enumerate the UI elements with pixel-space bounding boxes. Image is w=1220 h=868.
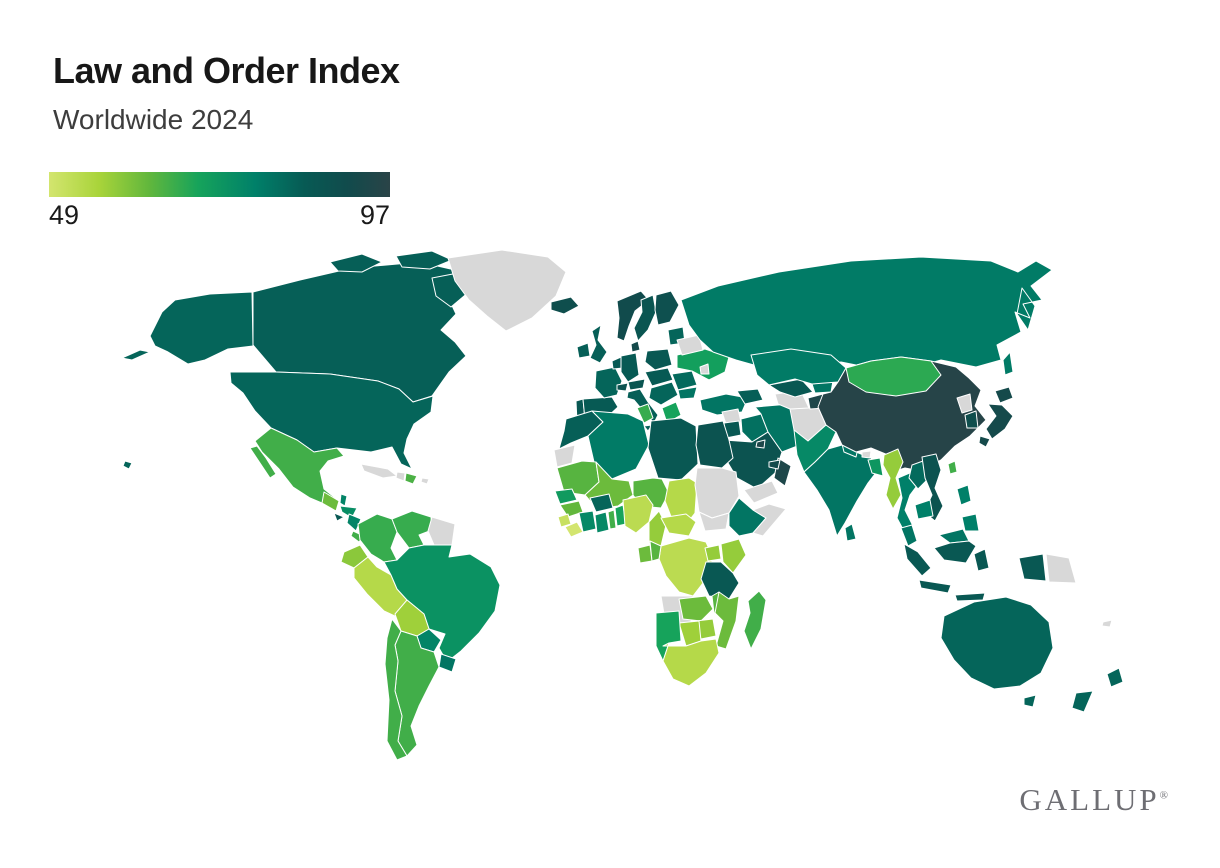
country-myanmar[interactable] xyxy=(882,448,904,510)
country-australia[interactable] xyxy=(940,596,1054,708)
country-cote-divoire[interactable] xyxy=(578,510,597,533)
legend-labels: 49 97 xyxy=(49,200,390,231)
registered-mark: ® xyxy=(1159,789,1168,802)
country-zambia[interactable] xyxy=(678,595,714,622)
country-algeria[interactable] xyxy=(587,410,650,480)
country-ireland[interactable] xyxy=(576,342,591,359)
country-guyanas xyxy=(427,516,456,546)
country-kazakhstan[interactable] xyxy=(750,348,847,386)
country-belize[interactable] xyxy=(339,493,348,507)
country-sweden[interactable] xyxy=(633,294,657,342)
country-central-europe[interactable] xyxy=(644,367,674,387)
country-north-korea xyxy=(956,393,973,414)
country-colombia[interactable] xyxy=(357,513,398,563)
country-kuwait[interactable] xyxy=(755,439,766,449)
country-bangladesh[interactable] xyxy=(867,457,884,477)
country-tunisia[interactable] xyxy=(636,403,654,424)
country-india[interactable] xyxy=(803,444,879,537)
page-subtitle: Worldwide 2024 xyxy=(53,104,254,135)
gallup-logo-text: GALLUP xyxy=(1019,782,1160,817)
country-congo[interactable] xyxy=(649,540,662,562)
country-south-africa[interactable] xyxy=(662,638,720,687)
country-mexico[interactable] xyxy=(249,427,345,507)
country-bulgaria[interactable] xyxy=(677,386,698,400)
country-south-korea[interactable] xyxy=(964,410,979,429)
country-usa-alaska[interactable] xyxy=(121,291,254,365)
country-greenland xyxy=(447,249,567,332)
country-dominican-republic[interactable] xyxy=(404,472,418,485)
country-uganda[interactable] xyxy=(704,544,722,562)
country-kenya[interactable] xyxy=(720,538,747,574)
country-uruguay[interactable] xyxy=(438,653,457,673)
country-greece[interactable] xyxy=(661,401,682,424)
country-france[interactable] xyxy=(594,366,623,399)
country-romania[interactable] xyxy=(671,370,698,391)
country-somalia xyxy=(752,503,787,537)
country-ghana[interactable] xyxy=(594,511,610,534)
country-indonesia[interactable] xyxy=(903,540,1047,602)
country-finland[interactable] xyxy=(654,290,680,326)
country-moldova xyxy=(699,363,710,375)
country-austria[interactable] xyxy=(627,378,646,391)
country-usa-hawaii[interactable] xyxy=(122,460,133,470)
legend-gradient xyxy=(49,172,390,197)
country-cambodia[interactable] xyxy=(914,499,934,520)
country-cameroon[interactable] xyxy=(648,510,667,547)
country-new-zealand[interactable] xyxy=(1071,667,1124,713)
country-gabon[interactable] xyxy=(637,544,653,564)
country-central-african-republic[interactable] xyxy=(660,513,697,537)
country-balkans[interactable] xyxy=(648,381,679,406)
country-mozambique[interactable] xyxy=(714,591,740,650)
country-puerto-rico xyxy=(420,477,430,485)
color-legend: 49 97 xyxy=(49,172,390,231)
country-western-sahara xyxy=(553,444,576,468)
country-sri-lanka[interactable] xyxy=(844,523,857,542)
country-burkina-faso[interactable] xyxy=(589,493,614,513)
country-russia[interactable] xyxy=(680,256,1053,376)
country-guatemala[interactable] xyxy=(321,491,340,512)
country-brazil[interactable] xyxy=(383,544,501,663)
country-cuba xyxy=(360,463,398,479)
country-bhutan xyxy=(861,450,872,459)
country-vietnam[interactable] xyxy=(921,453,944,522)
page-title: Law and Order Index xyxy=(53,50,400,91)
country-egypt[interactable] xyxy=(695,420,734,469)
country-germany[interactable] xyxy=(620,352,640,383)
country-drc[interactable] xyxy=(658,537,714,597)
gallup-logo: GALLUP® xyxy=(1019,782,1168,818)
country-madagascar[interactable] xyxy=(743,590,767,650)
country-uzbekistan[interactable] xyxy=(768,378,814,398)
country-chile[interactable] xyxy=(384,618,408,761)
country-south-sudan xyxy=(698,511,730,532)
country-japan[interactable] xyxy=(978,386,1014,448)
legend-max-label: 97 xyxy=(359,200,390,230)
country-togo[interactable] xyxy=(607,509,617,530)
country-uk[interactable] xyxy=(589,324,608,364)
country-caucasus[interactable] xyxy=(736,388,764,405)
country-switzerland[interactable] xyxy=(616,382,629,392)
country-uae[interactable] xyxy=(768,459,781,470)
country-el-salvador[interactable] xyxy=(333,512,345,522)
country-denmark[interactable] xyxy=(630,340,641,353)
country-new-caledonia xyxy=(1101,619,1113,628)
country-senegal[interactable] xyxy=(554,488,578,505)
country-tanzania[interactable] xyxy=(700,561,740,600)
country-iceland[interactable] xyxy=(550,296,580,315)
country-yemen xyxy=(743,480,779,504)
country-belarus xyxy=(676,334,704,356)
country-nicaragua[interactable] xyxy=(346,513,362,532)
legend-min-label: 49 xyxy=(49,200,80,230)
country-libya[interactable] xyxy=(647,417,699,481)
country-taiwan[interactable] xyxy=(947,460,958,475)
country-philippines[interactable] xyxy=(956,484,980,532)
country-venezuela[interactable] xyxy=(391,510,433,549)
country-ukraine[interactable] xyxy=(676,348,730,381)
country-mongolia[interactable] xyxy=(845,356,942,397)
country-haiti xyxy=(395,471,406,482)
country-poland[interactable] xyxy=(644,348,673,371)
country-usa[interactable] xyxy=(229,371,434,470)
country-papua-new-guinea xyxy=(1045,553,1077,584)
